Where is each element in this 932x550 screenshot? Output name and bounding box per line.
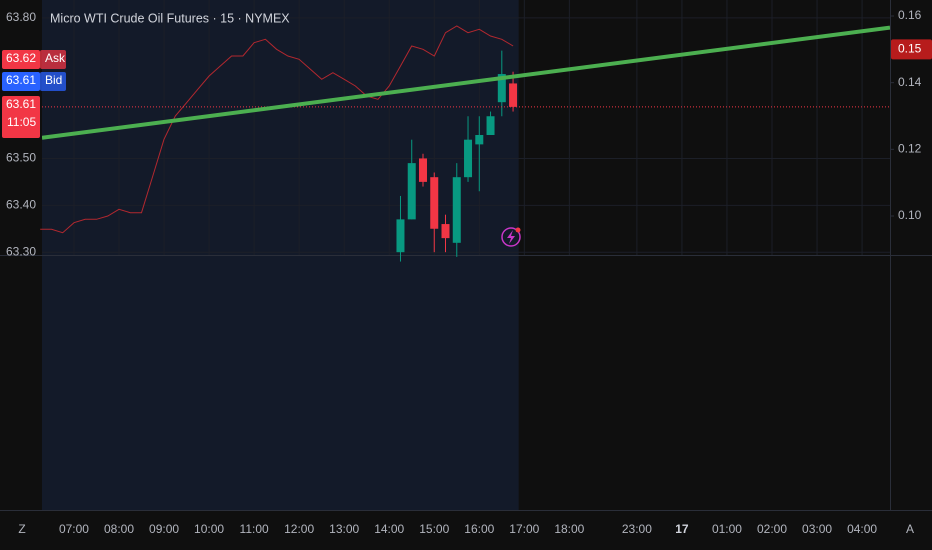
x-tick-label: 17:00 <box>509 522 539 536</box>
candle-body <box>418 158 427 182</box>
x-tick-label: 13:00 <box>329 522 359 536</box>
last-value: 63.61 <box>6 97 36 111</box>
marks-layer <box>40 25 890 262</box>
auto-scale-left[interactable]: Z <box>18 522 25 536</box>
bid-label: Bid <box>45 73 62 87</box>
x-tick-label: 03:00 <box>802 522 832 536</box>
ask-label: Ask <box>45 51 66 65</box>
candle-body <box>497 74 506 103</box>
y2-last-badge <box>891 39 932 60</box>
ask-value: 63.62 <box>6 51 36 65</box>
x-tick-label: 23:00 <box>622 522 652 536</box>
last-countdown: 11:05 <box>7 115 36 129</box>
ask-tag <box>40 50 66 69</box>
y-tick-label: 63.30 <box>6 244 36 258</box>
x-tick-label: 02:00 <box>757 522 787 536</box>
bid-badge <box>2 72 40 91</box>
candle-body <box>486 116 495 135</box>
x-tick-label: 12:00 <box>284 522 314 536</box>
candle-body <box>452 177 461 243</box>
x-tick-label: 09:00 <box>149 522 179 536</box>
y-tick-label: 63.40 <box>6 197 36 211</box>
x-tick-label: 15:00 <box>419 522 449 536</box>
candle-body <box>441 224 450 239</box>
x-tick-label: 01:00 <box>712 522 742 536</box>
bid-value: 63.61 <box>6 73 36 87</box>
x-tick-label: 08:00 <box>104 522 134 536</box>
candle-body <box>464 139 473 178</box>
bid-tag <box>40 72 66 91</box>
x-tick-label: 04:00 <box>847 522 877 536</box>
trendline <box>42 25 890 140</box>
x-tick-label: 18:00 <box>554 522 584 536</box>
candle-body <box>430 177 439 229</box>
y-tick-label: 63.80 <box>6 10 36 24</box>
x-tick-label: 16:00 <box>464 522 494 536</box>
x-tick-label: 07:00 <box>59 522 89 536</box>
x-tick-label: 17 <box>675 522 689 536</box>
alert-icon[interactable] <box>501 227 521 247</box>
last-badge <box>2 96 40 138</box>
chart-title: Micro WTI Crude Oil Futures · 15 · NYMEX <box>50 11 290 25</box>
x-tick-label: 10:00 <box>194 522 224 536</box>
grid-layer <box>42 0 894 255</box>
overlay-layer: 07:00 08:00 09:00 10:00 11:00 12:00 13:00 14:00… <box>2 8 932 536</box>
x-tick-label: 11:00 <box>240 522 269 536</box>
line-series <box>40 25 514 234</box>
y2-tick-label: 0.14 <box>898 75 922 89</box>
ask-badge <box>2 50 40 69</box>
candle-body <box>475 135 484 145</box>
candle-body <box>407 163 416 220</box>
candle-body <box>509 83 518 107</box>
y2-tick-label: 0.10 <box>898 208 922 222</box>
y2-tick-label: 0.12 <box>898 142 922 156</box>
auto-scale-right[interactable]: A <box>906 522 914 536</box>
y2-last-value: 0.15 <box>898 42 922 56</box>
x-tick-label: 14:00 <box>374 522 404 536</box>
y-tick-label: 63.50 <box>6 151 36 165</box>
candle-body <box>396 219 405 253</box>
y2-tick-label: 0.16 <box>898 8 922 22</box>
